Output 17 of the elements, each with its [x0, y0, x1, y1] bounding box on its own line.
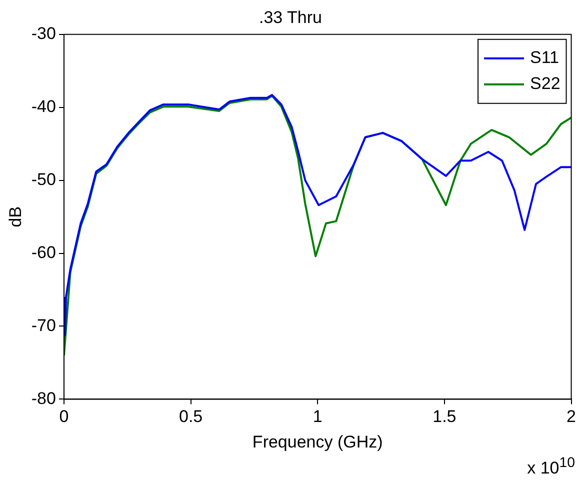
- y-tick-label: -50: [31, 170, 56, 190]
- y-tick-label: -40: [31, 97, 56, 116]
- legend-label: S11: [530, 48, 560, 68]
- y-tick-label: -30: [31, 24, 56, 44]
- y-tick-label: -80: [31, 388, 56, 408]
- x-tick-label: 1: [312, 407, 322, 426]
- text: x 10$^{10}$: [527, 455, 575, 479]
- x-tick-label: 0: [59, 407, 69, 426]
- chart-title: .33 Thru: [258, 8, 322, 27]
- x-axis-title: Frequency (GHz): [252, 432, 383, 452]
- x-tick-label: 2: [566, 407, 576, 426]
- y-tick-label: -70: [31, 316, 56, 335]
- y-tick-label: -60: [31, 242, 56, 262]
- x-tick-label: 0.5: [178, 407, 203, 426]
- y-axis-title: dB: [6, 206, 25, 228]
- x-tick-label: 1.5: [432, 407, 456, 426]
- legend-label: S22: [530, 74, 560, 94]
